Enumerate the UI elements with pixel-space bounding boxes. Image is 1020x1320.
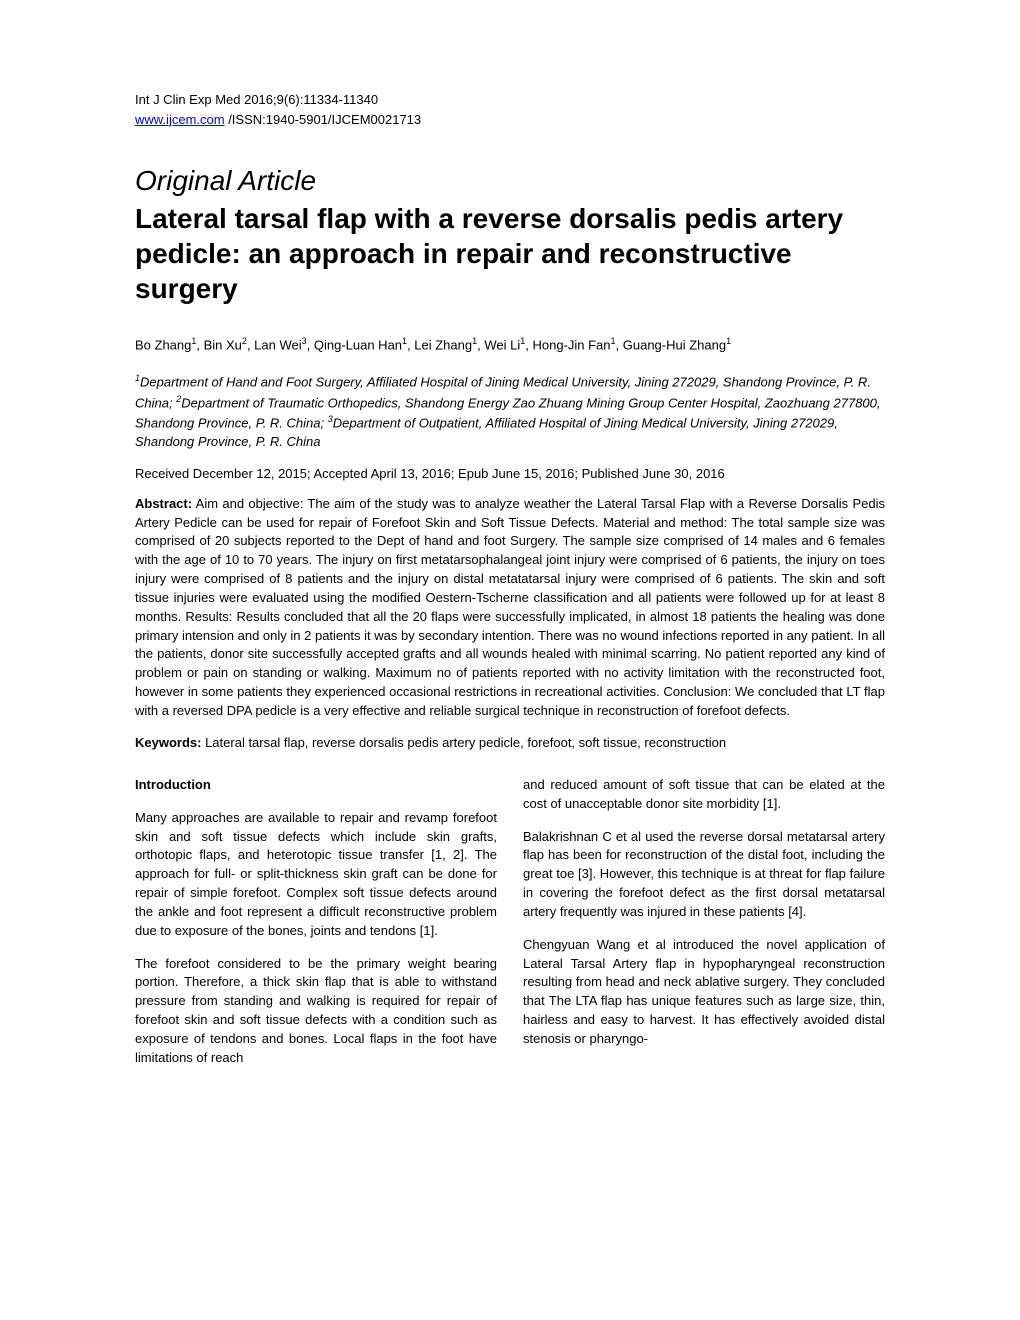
journal-link[interactable]: www.ijcem.com <box>135 112 225 127</box>
abstract-label: Abstract: <box>135 496 192 511</box>
affiliations: 1Department of Hand and Foot Surgery, Af… <box>135 372 885 451</box>
article-type: Original Article <box>135 165 885 197</box>
paragraph: The forefoot considered to be the primar… <box>135 955 497 1068</box>
paragraph: Many approaches are available to repair … <box>135 809 497 941</box>
citation-text: Int J Clin Exp Med 2016;9(6):11334-11340 <box>135 92 378 107</box>
journal-header: Int J Clin Exp Med 2016;9(6):11334-11340… <box>135 90 885 129</box>
column-right: and reduced amount of soft tissue that c… <box>523 776 885 1082</box>
paragraph: and reduced amount of soft tissue that c… <box>523 776 885 814</box>
keywords-block: Keywords: Lateral tarsal flap, reverse d… <box>135 735 885 750</box>
keywords-label: Keywords: <box>135 735 201 750</box>
publication-dates: Received December 12, 2015; Accepted Apr… <box>135 466 885 481</box>
paragraph: Balakrishnan C et al used the reverse do… <box>523 828 885 922</box>
abstract-body: Aim and objective: The aim of the study … <box>135 496 885 718</box>
paragraph: Chengyuan Wang et al introduced the nove… <box>523 936 885 1049</box>
abstract-block: Abstract: Aim and objective: The aim of … <box>135 495 885 721</box>
author-list: Bo Zhang1, Bin Xu2, Lan Wei3, Qing-Luan … <box>135 336 885 352</box>
article-title: Lateral tarsal flap with a reverse dorsa… <box>135 201 885 306</box>
section-heading-introduction: Introduction <box>135 776 497 795</box>
column-left: Introduction Many approaches are availab… <box>135 776 497 1082</box>
keywords-body: Lateral tarsal flap, reverse dorsalis pe… <box>201 735 726 750</box>
body-columns: Introduction Many approaches are availab… <box>135 776 885 1082</box>
issn-text: /ISSN:1940-5901/IJCEM0021713 <box>225 112 422 127</box>
